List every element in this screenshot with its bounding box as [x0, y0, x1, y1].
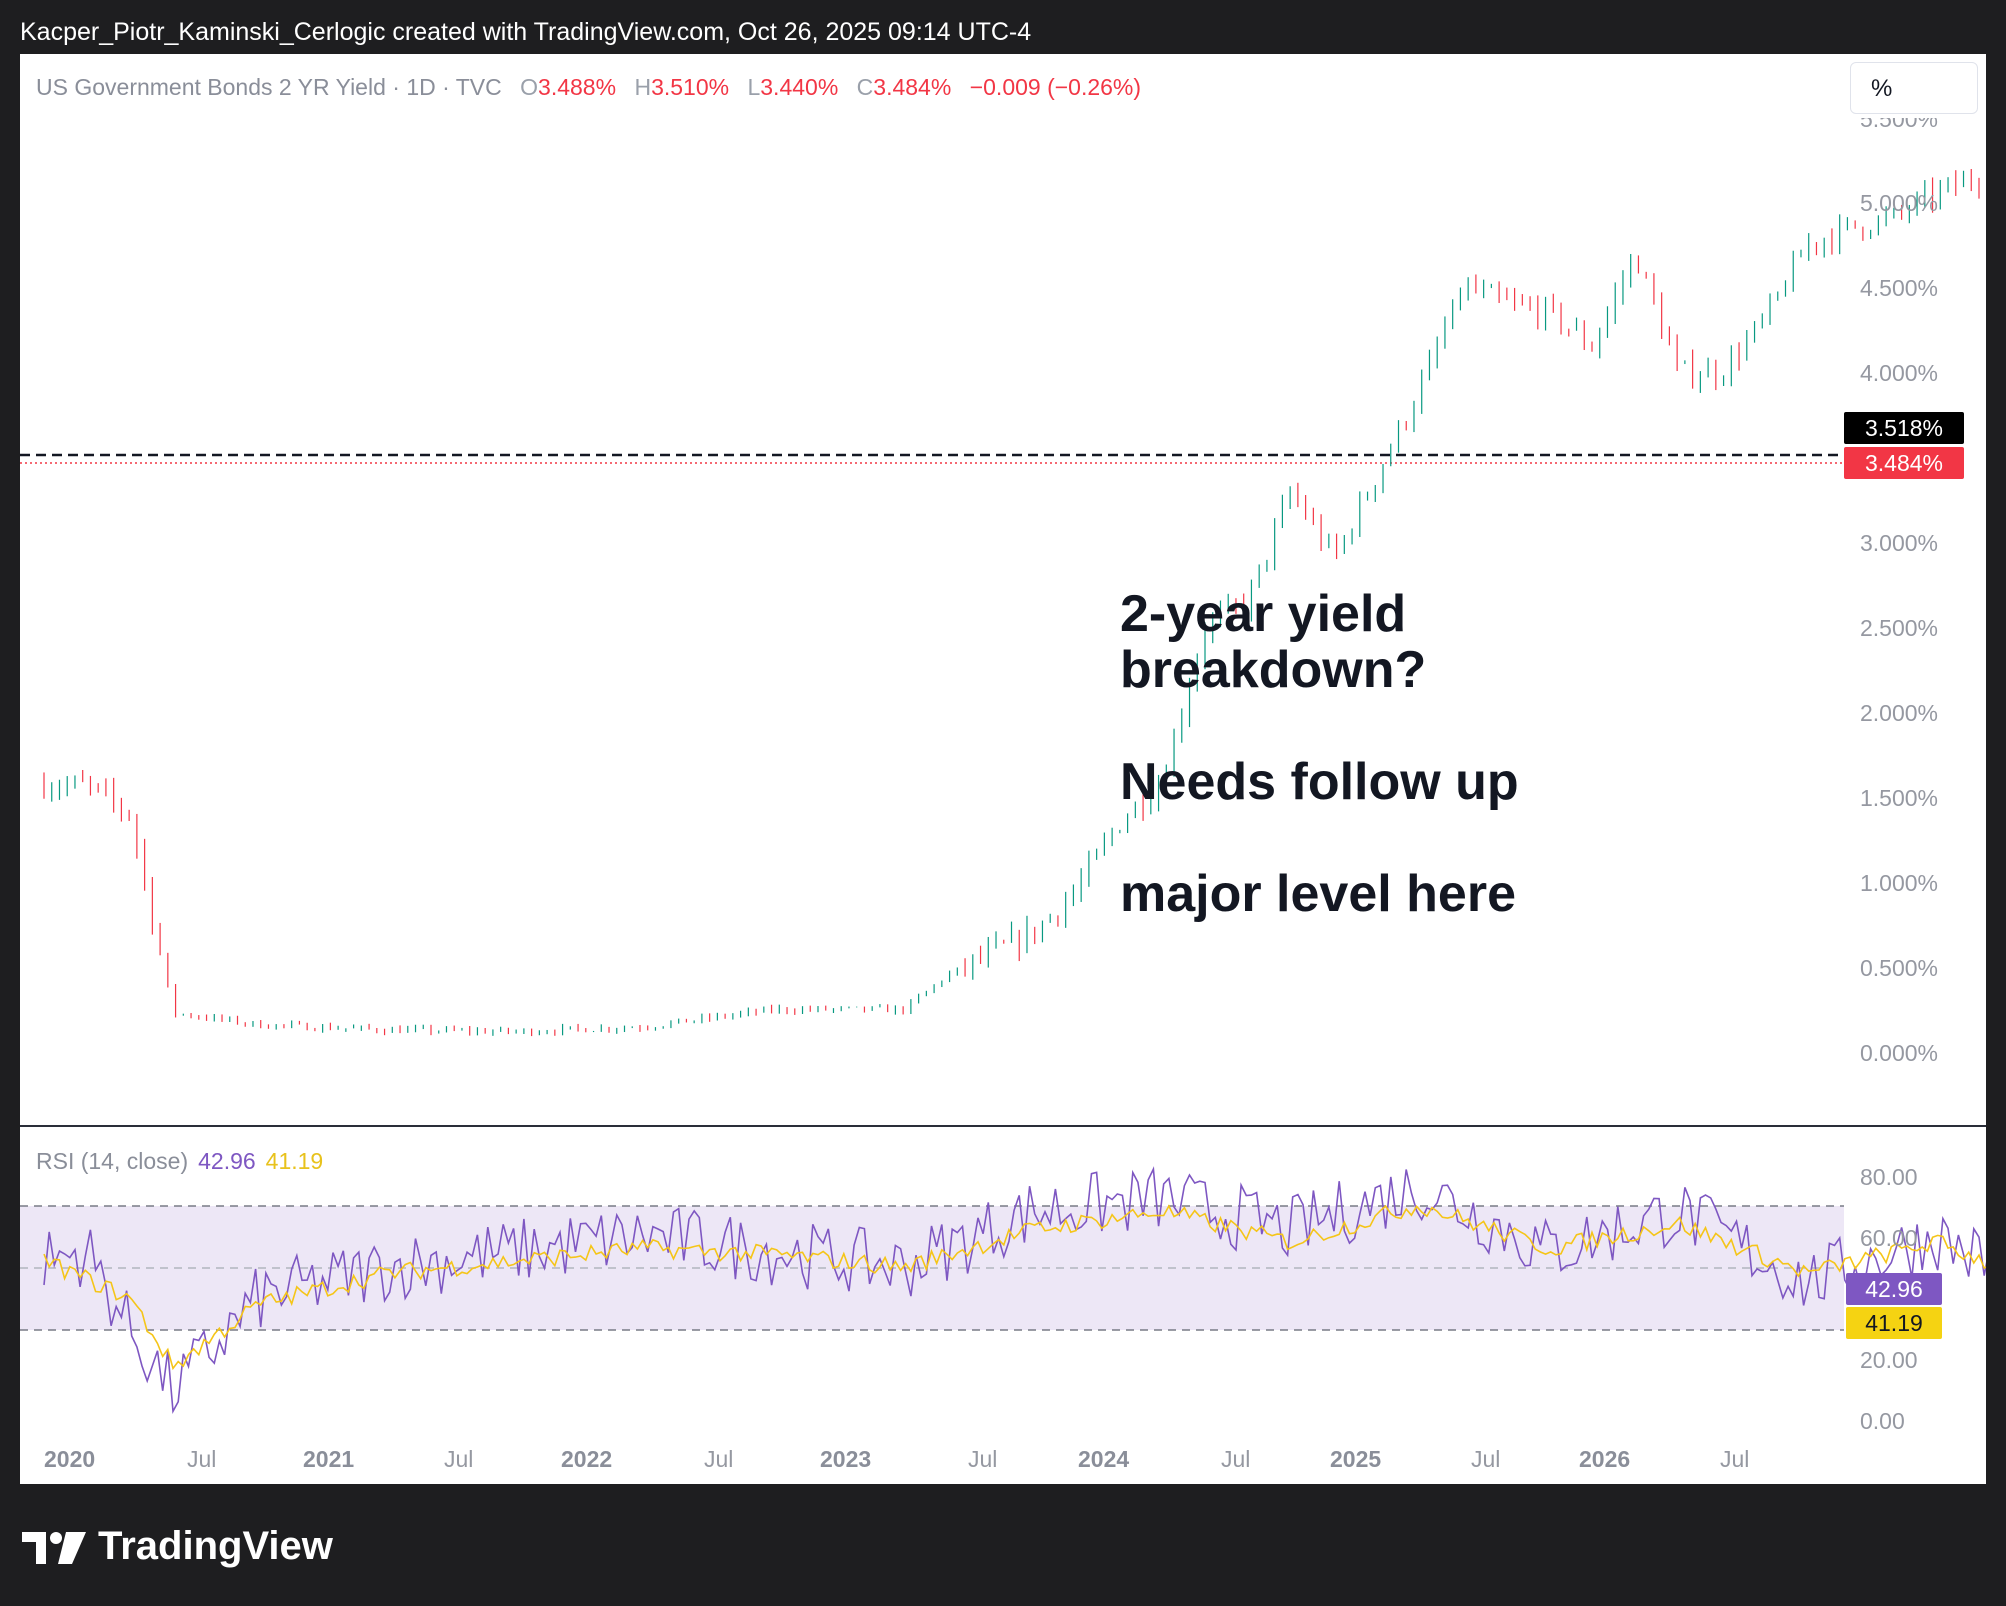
rsi-legend-value: 42.96: [198, 1148, 256, 1174]
rsi-legend-label: RSI (14, close): [36, 1148, 189, 1174]
price-axis-label: 5.000%: [1860, 190, 1939, 216]
time-axis-label: 2021: [303, 1446, 355, 1472]
symbol-name: US Government Bonds 2 YR Yield · 1D · TV…: [36, 74, 502, 100]
time-axis-label: 2020: [44, 1446, 96, 1472]
rsi-ma-legend-value: 41.19: [265, 1148, 324, 1174]
price-axis-label: 4.500%: [1860, 275, 1939, 301]
time-axis-label: 2026: [1579, 1446, 1631, 1472]
rsi-axis-label: 0.00: [1860, 1408, 1905, 1434]
close-label: C: [856, 74, 874, 100]
time-axis-label: Jul: [187, 1446, 217, 1472]
rsi-ma-tag: 41.19: [1846, 1307, 1942, 1339]
price-axis-label: 0.000%: [1860, 1040, 1939, 1066]
annotation-line-4[interactable]: major level here: [1120, 865, 1516, 923]
tradingview-brand-text: TradingView: [98, 1524, 333, 1568]
low-label: L: [747, 74, 761, 100]
price-axis-label: 3.000%: [1860, 530, 1939, 556]
chart-panel[interactable]: US Government Bonds 2 YR Yield · 1D · TV…: [20, 54, 1986, 1484]
price-axis-label: 5.500%: [1860, 106, 1939, 132]
chart-header: Kacper_Piotr_Kaminski_Cerlogic created w…: [20, 18, 1032, 46]
annotation-line-1[interactable]: 2-year yield: [1120, 585, 1407, 643]
high-value: 3.510%: [651, 74, 730, 100]
open-label: O: [520, 74, 539, 100]
symbol-legend[interactable]: US Government Bonds 2 YR Yield · 1D · TV…: [36, 74, 1141, 101]
price-axis-label: 0.500%: [1860, 955, 1939, 981]
rsi-series: [43, 1166, 1986, 1415]
price-axis-label: 1.500%: [1860, 785, 1939, 811]
time-axis-label: Jul: [1720, 1446, 1750, 1472]
time-axis-label: 2023: [820, 1446, 872, 1472]
last-price-tag: 3.484%: [1844, 447, 1964, 479]
percent-scale-button[interactable]: %: [1850, 62, 1978, 114]
close-value: 3.484%: [873, 74, 952, 100]
price-axis-label: 4.000%: [1860, 360, 1939, 386]
rsi-line: [43, 1166, 1986, 1415]
low-value: 3.440%: [760, 74, 839, 100]
rsi-value-tag: 42.96: [1846, 1273, 1942, 1305]
time-axis-label: Jul: [704, 1446, 734, 1472]
tradingview-logo-icon: [22, 1532, 86, 1564]
price-series: [43, 169, 1980, 1037]
pane-divider[interactable]: [20, 1125, 1986, 1127]
change-value: −0.009 (−0.26%): [969, 74, 1142, 100]
rsi-ma-line: [43, 1204, 1986, 1371]
annotation-line-2[interactable]: breakdown?: [1120, 641, 1427, 699]
rsi-legend[interactable]: RSI (14, close) 42.96 41.19: [36, 1148, 323, 1175]
time-axis-label: 2024: [1078, 1446, 1130, 1472]
time-axis-label: Jul: [968, 1446, 998, 1472]
chart-canvas[interactable]: [20, 54, 1986, 1484]
rsi-axis-label: 60.00: [1860, 1225, 1918, 1251]
high-label: H: [634, 74, 652, 100]
price-axis-label: 2.000%: [1860, 700, 1939, 726]
time-axis-label: Jul: [1471, 1446, 1501, 1472]
rsi-axis-label: 80.00: [1860, 1164, 1918, 1190]
price-axis-label: 2.500%: [1860, 615, 1939, 641]
key-level-tag[interactable]: 3.518%: [1844, 412, 1964, 444]
annotation-line-3[interactable]: Needs follow up: [1120, 753, 1519, 811]
rsi-axis-label: 20.00: [1860, 1347, 1918, 1373]
time-axis-label: 2022: [561, 1446, 613, 1472]
open-value: 3.488%: [538, 74, 617, 100]
time-axis-label: 2025: [1330, 1446, 1382, 1472]
time-axis-label: Jul: [1221, 1446, 1251, 1472]
time-axis-label: Jul: [444, 1446, 474, 1472]
price-axis-label: 1.000%: [1860, 870, 1939, 896]
